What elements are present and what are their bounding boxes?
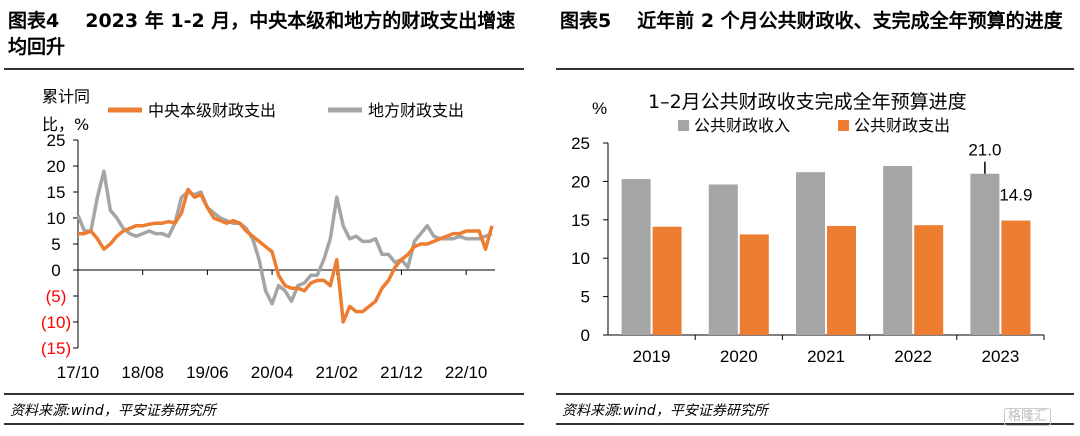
left-bottom-rule <box>4 393 524 395</box>
line-ytick-label: 25 <box>47 131 66 150</box>
bar-category-label: 2023 <box>981 347 1019 366</box>
watermark: 格隆汇 <box>1004 408 1052 426</box>
left-title: 图表4 2023 年 1-2 月，中央本级和地方的财政支出增速均回升 <box>8 8 523 60</box>
left-panel: 图表4 2023 年 1-2 月，中央本级和地方的财政支出增速均回升 累计同 比，… <box>0 0 530 436</box>
expenditure-bar <box>827 225 856 335</box>
expenditure-bar <box>914 225 944 335</box>
line-ytick-label: (5) <box>46 287 67 306</box>
revenue-bar <box>970 173 1000 335</box>
left-source: 资料来源:wind，平安证券研究所 <box>10 403 216 419</box>
line-xtick-label: 22/10 <box>445 363 488 382</box>
legend-revenue-label: 公共财政收入 <box>694 116 790 135</box>
revenue-bar <box>883 166 913 335</box>
revenue-bar <box>796 172 825 335</box>
expenditure-bar <box>739 234 769 335</box>
line-ytick-label: (15) <box>41 339 71 358</box>
bar-category-label: 2022 <box>894 347 932 366</box>
bar-ytick-label: 10 <box>571 249 590 268</box>
right-title: 图表5 近年前 2 个月公共财政收、支完成全年预算的进度 <box>560 8 1075 34</box>
line-xtick-label: 20/04 <box>251 363 294 382</box>
legend-local-label: 地方财政支出 <box>368 101 464 120</box>
right-fig-label: 图表5 <box>560 10 612 32</box>
expenditure-bar <box>1001 220 1031 335</box>
line-xtick-label: 17/10 <box>57 363 100 382</box>
line-ylabel-1: 累计同 <box>42 87 90 106</box>
line-ytick-label: 20 <box>47 157 66 176</box>
bar-ytick-label: 15 <box>571 211 590 230</box>
line-ytick-label: 0 <box>51 261 60 280</box>
right-panel: 图表5 近年前 2 个月公共财政收、支完成全年预算的进度 1–2月公共财政收支完成… <box>552 0 1080 436</box>
legend-central-label: 中央本级财政支出 <box>148 101 276 120</box>
left-title-text: 2023 年 1-2 月，中央本级和地方的财政支出增速均回升 <box>8 10 516 58</box>
line-chart: 累计同 比，% 中央本级财政支出 地方财政支出 25 20 15 10 5 0 (5) (10… <box>41 87 495 382</box>
right-top-rule <box>556 68 1074 70</box>
bar-ylabel: % <box>592 99 607 118</box>
legend-revenue-swatch <box>678 120 689 131</box>
bar-category-label: 2019 <box>633 347 671 366</box>
right-source: 资料来源:wind，平安证券研究所 <box>562 403 768 419</box>
line-ylabel-2: 比，% <box>42 115 89 134</box>
line-xtick-label: 19/06 <box>186 363 229 382</box>
bar-category-label: 2020 <box>720 347 758 366</box>
bar-chart: 1–2月公共财政收支完成全年预算进度 % 公共财政收入 公共财政支出 0 5 10 1… <box>571 91 1045 366</box>
line-xtick-label: 21/02 <box>315 363 358 382</box>
line-ytick-label: 15 <box>47 183 66 202</box>
legend-expenditure-swatch <box>838 120 849 131</box>
bar-category-label: 2021 <box>807 347 845 366</box>
right-bottom-rule <box>556 393 1074 395</box>
line-ytick-label: (10) <box>41 313 71 332</box>
bar-chart-title: 1–2月公共财政收支完成全年预算进度 <box>648 91 967 113</box>
line-xtick-label: 18/08 <box>121 363 164 382</box>
right-title-text: 近年前 2 个月公共财政收、支完成全年预算的进度 <box>637 10 1063 32</box>
left-fig-label: 图表4 <box>8 10 60 32</box>
revenue-bar <box>708 184 738 335</box>
left-top-rule <box>4 68 524 70</box>
expenditure-2023-label: 14.9 <box>999 186 1032 205</box>
bar-ytick-label: 20 <box>571 172 590 191</box>
right-end-rule <box>556 423 1074 425</box>
revenue-bar <box>621 179 651 335</box>
bar-ytick-label: 25 <box>571 134 590 153</box>
local-expenditure-line <box>76 169 493 306</box>
line-ytick-label: 10 <box>47 209 66 228</box>
legend-expenditure-label: 公共财政支出 <box>854 116 950 135</box>
left-end-rule <box>4 423 524 425</box>
bar-ytick-label: 0 <box>581 326 590 345</box>
bar-ytick-label: 5 <box>581 288 590 307</box>
line-ytick-label: 5 <box>51 235 60 254</box>
line-xtick-label: 21/12 <box>380 363 423 382</box>
expenditure-bar <box>652 226 682 335</box>
central-expenditure-line <box>78 187 494 324</box>
revenue-2023-label: 21.0 <box>968 141 1001 160</box>
